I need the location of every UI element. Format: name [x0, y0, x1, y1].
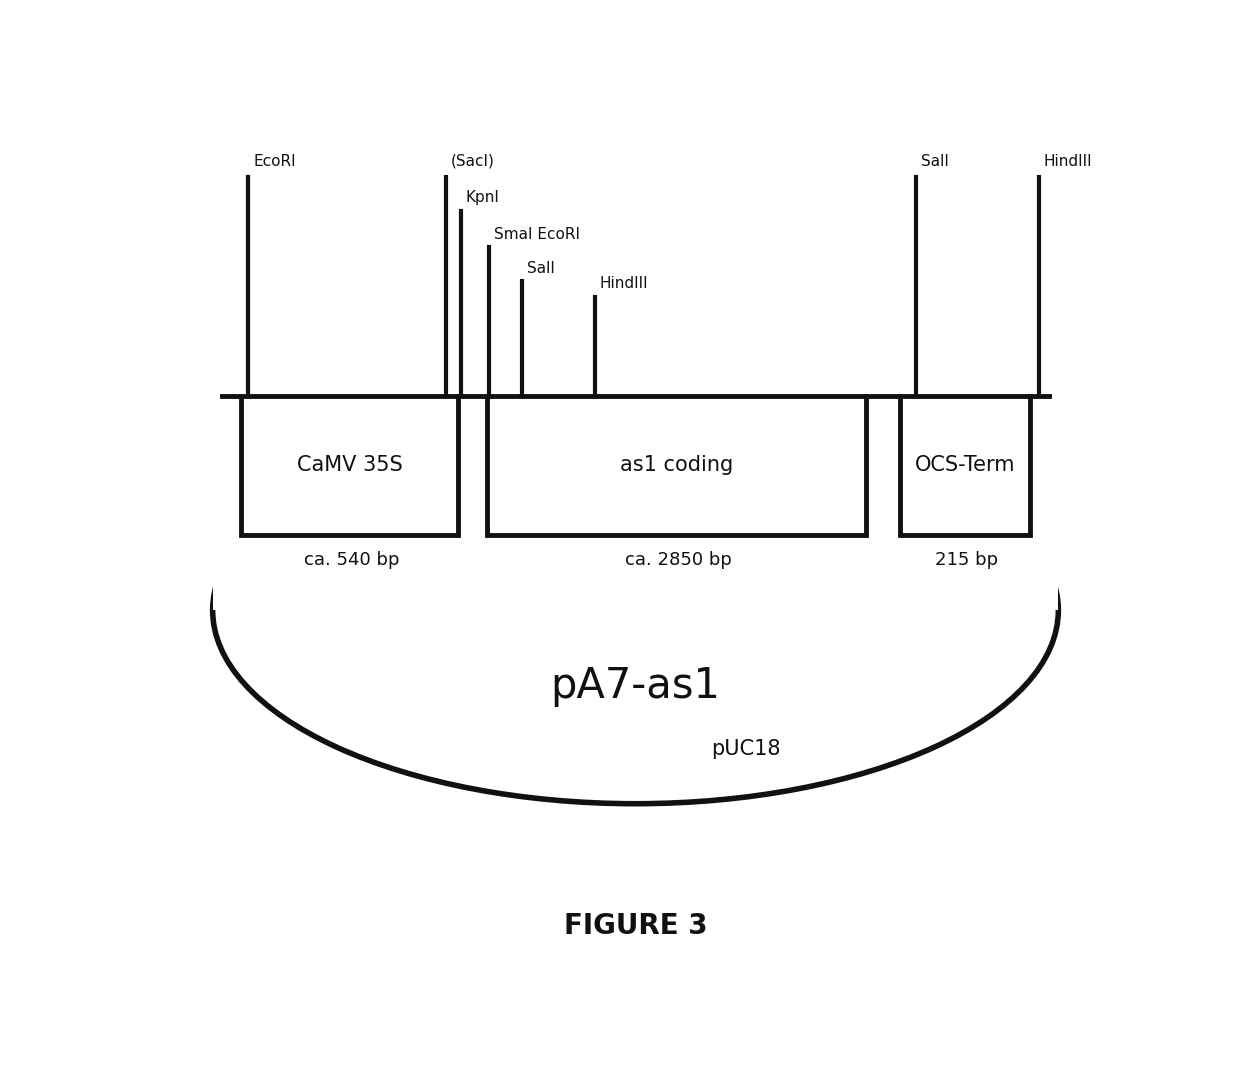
- Text: CaMV 35S: CaMV 35S: [296, 455, 403, 475]
- Text: EcoRI: EcoRI: [253, 154, 295, 169]
- Text: KpnI: KpnI: [465, 190, 500, 205]
- FancyBboxPatch shape: [213, 417, 1058, 610]
- Text: HindIII: HindIII: [1044, 154, 1092, 169]
- Bar: [242, 396, 458, 535]
- Text: SalI: SalI: [921, 154, 949, 169]
- Text: ca. 2850 bp: ca. 2850 bp: [625, 551, 732, 569]
- Bar: [900, 396, 1029, 535]
- Text: (SacI): (SacI): [451, 154, 495, 169]
- Text: HindIII: HindIII: [600, 276, 649, 290]
- Text: OCS-Term: OCS-Term: [914, 455, 1014, 475]
- Text: FIGURE 3: FIGURE 3: [564, 912, 707, 939]
- Text: ca. 540 bp: ca. 540 bp: [304, 551, 399, 569]
- Text: SalI: SalI: [527, 261, 554, 275]
- Text: pA7-as1: pA7-as1: [551, 665, 720, 707]
- Bar: [486, 396, 866, 535]
- Text: as1 coding: as1 coding: [620, 455, 733, 475]
- Text: 215 bp: 215 bp: [935, 551, 998, 569]
- Text: pUC18: pUC18: [712, 739, 781, 759]
- Text: SmaI EcoRI: SmaI EcoRI: [495, 227, 580, 242]
